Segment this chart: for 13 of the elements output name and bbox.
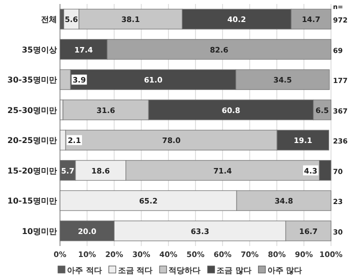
y-tick-label: 전체 [41,15,57,24]
y-tick-label: 30-35명미만 [7,76,57,85]
legend-label: 조금 많다 [216,266,252,275]
y-tick-label: 10-15명미만 [7,196,57,206]
legend-label: 적당하다 [168,266,201,275]
y-tick-label: 25-30명미만 [7,106,57,115]
legend-label: 아주 적다 [67,266,102,275]
legend-label: 아주 많다 [267,266,302,275]
legend-label: 조금 적다 [118,266,153,275]
y-tick-label: 35명이상 [22,45,57,54]
y-tick-label: 10명미만 [22,226,57,236]
y-tick-label: 20-25명미만 [7,136,57,146]
y-tick-label: 15-20명미만 [7,166,57,176]
